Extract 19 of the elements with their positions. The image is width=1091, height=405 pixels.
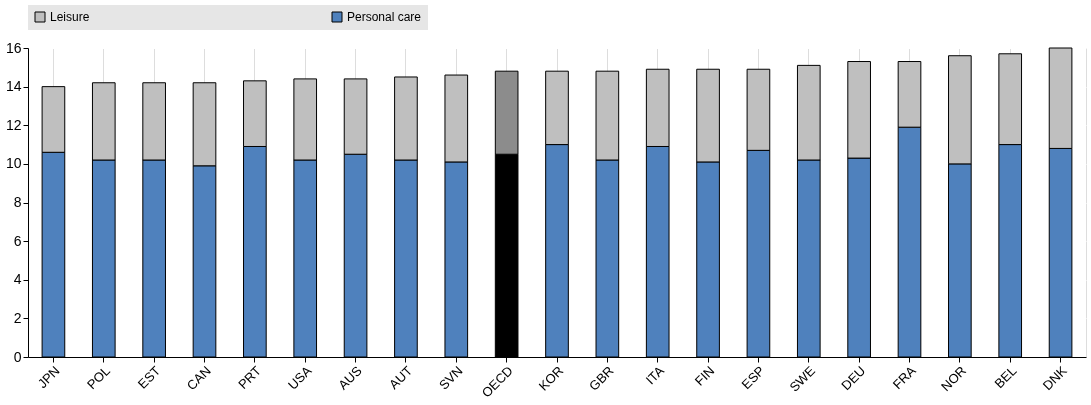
x-tick-label: USA (284, 362, 315, 393)
y-tick-label: 8 (13, 194, 22, 210)
y-tick-label: 6 (13, 232, 22, 249)
y-tick-label: 12 (5, 116, 22, 133)
x-tick-label: FRA (889, 362, 919, 393)
y-tick-label: 4 (13, 271, 22, 288)
x-tick-label: POL (83, 363, 113, 393)
legend-label: Personal care (347, 10, 422, 24)
x-tick-label: FIN (691, 363, 718, 389)
y-tick-label: 2 (13, 309, 22, 326)
y-tick-label: 0 (13, 348, 22, 365)
y-tick-label: 10 (5, 155, 22, 172)
x-tick-label: ITA (642, 362, 668, 388)
legend-label: Leisure (50, 10, 90, 24)
y-tick-label: 14 (5, 78, 22, 95)
x-tick-label: JPN (34, 363, 63, 392)
x-tick-label: ESP (738, 363, 768, 393)
y-tick-label: 16 (5, 39, 22, 56)
x-tick-label: BEL (991, 363, 1020, 392)
